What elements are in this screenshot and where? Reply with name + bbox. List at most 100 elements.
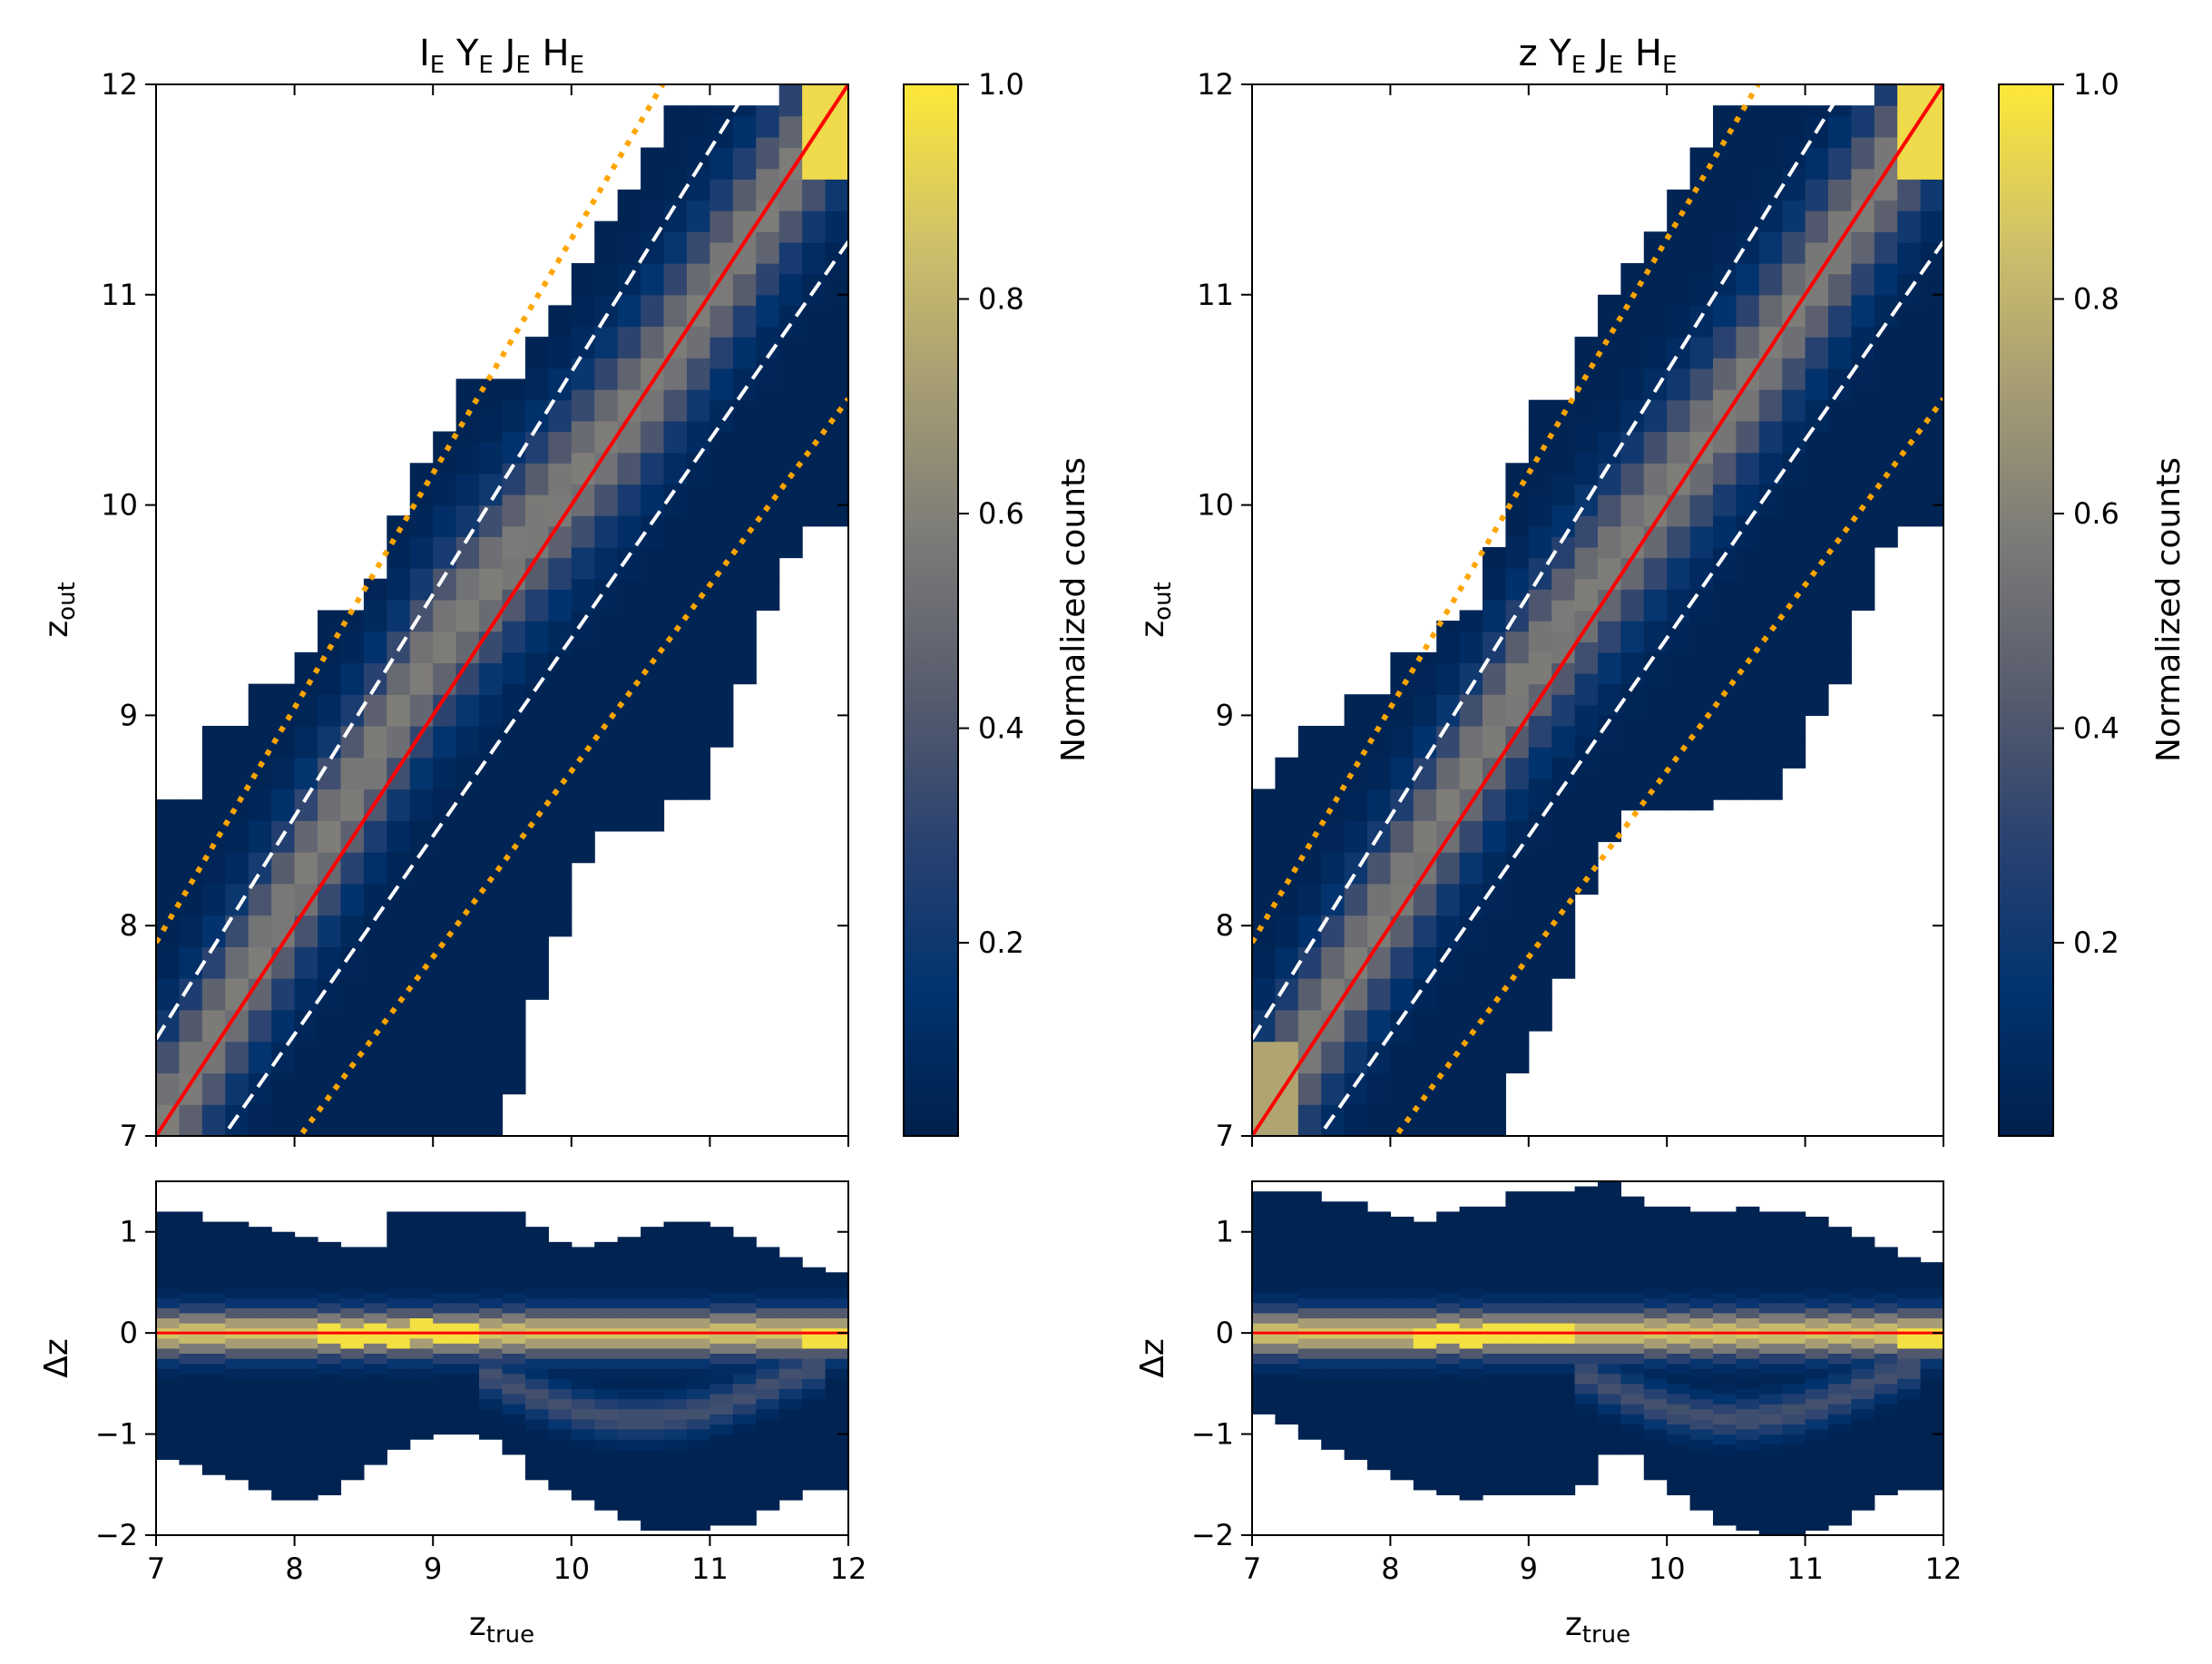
right-bottom-heat-cell: [1736, 1388, 1760, 1400]
left-bottom-heat-cell: [571, 1297, 595, 1308]
right-top-heat-cell: [1551, 915, 1576, 947]
left-top-heat-cell: [732, 147, 757, 180]
right-top-heat-cell: [1505, 852, 1530, 885]
right-bottom-heat-cell: [1367, 1347, 1391, 1359]
right-bottom-heat-cell: [1483, 1383, 1506, 1395]
left-bottom-heat-cell: [663, 1378, 688, 1390]
left-top-heat-cell: [294, 852, 318, 885]
left-top-heat-cell: [756, 546, 780, 580]
right-bottom-heat-cell: [1598, 1383, 1621, 1395]
left-bottom-heat-cell: [409, 1257, 434, 1268]
left-top-heat-cell: [225, 978, 250, 1011]
right-bottom-heat-cell: [1459, 1489, 1483, 1501]
right-bottom-heat-cell: [1574, 1302, 1599, 1314]
left-bottom-heat-cell: [479, 1247, 504, 1258]
left-bottom-heat-cell: [802, 1408, 827, 1420]
left-bottom-heat-cell: [387, 1277, 411, 1288]
right-bottom-heat-cell: [1851, 1398, 1875, 1410]
left-top-heat-cell: [571, 641, 595, 674]
left-bottom-heat-cell: [433, 1394, 457, 1405]
left-top-heat-cell: [524, 494, 549, 527]
left-top-heat-cell: [641, 420, 665, 454]
left-bottom-heat-cell: [617, 1398, 641, 1410]
left-bottom-heat-cell: [641, 1307, 665, 1319]
left-bottom-heat-cell: [201, 1363, 226, 1375]
left-bottom-heat-cell: [340, 1287, 365, 1298]
right-bottom-heat-cell: [1620, 1302, 1645, 1314]
right-bottom-heat-cell: [1805, 1267, 1829, 1278]
left-bottom-heat-cell: [825, 1408, 848, 1420]
right-bottom-heat-cell: [1758, 1373, 1783, 1385]
right-top-heat-cell: [1620, 715, 1645, 748]
left-bottom-heat-cell: [225, 1439, 250, 1450]
right-bottom-heat-cell: [1874, 1323, 1898, 1334]
right-bottom-heat-cell: [1505, 1241, 1530, 1253]
right-top-heat-cell: [1252, 820, 1276, 853]
right-bottom-heat-cell: [1736, 1297, 1760, 1308]
right-bottom-heat-cell: [1574, 1292, 1599, 1304]
left-bottom-heat-cell: [318, 1353, 342, 1365]
right-top-heat-cell: [1667, 431, 1691, 464]
left-bottom-heat-cell: [686, 1398, 710, 1410]
left-bottom-heat-cell: [686, 1277, 710, 1288]
right-bottom-heat-cell: [1574, 1383, 1599, 1395]
left-bottom-heat-cell: [479, 1211, 504, 1218]
right-bottom-heat-cell: [1897, 1459, 1922, 1471]
left-top-heat-cell: [548, 367, 573, 401]
right-top-heat-cell: [1459, 820, 1483, 853]
right-bottom-heat-cell: [1713, 1231, 1737, 1243]
right-bottom-heat-cell: [1689, 1337, 1714, 1349]
left-one-to-one-line: [156, 84, 848, 1136]
right-top-heat-cell: [1713, 200, 1737, 232]
right-top-heat-cell: [1367, 1072, 1391, 1105]
left-bottom-heat-cell: [340, 1358, 365, 1369]
right-bottom-heat-cell: [1390, 1388, 1414, 1400]
right-top-heat-cell: [1483, 546, 1506, 569]
left-top-heat-cell: [502, 1031, 526, 1063]
right-top-heat-cell: [1459, 1104, 1483, 1136]
right-bottom-heat-cell: [1736, 1217, 1760, 1228]
right-bottom-heat-cell: [1528, 1272, 1552, 1284]
left-top-heat-cell: [156, 883, 181, 916]
right-top-heat-cell: [1736, 231, 1760, 264]
right-top-heat-cell: [1736, 578, 1760, 612]
left-bottom-heat-cell: [571, 1469, 595, 1481]
right-title-sub-3: E: [1662, 52, 1677, 79]
left-top-heat-cell: [617, 673, 641, 706]
left-bottom-heat-cell: [225, 1358, 250, 1369]
left-bottom-heat-cell: [502, 1343, 526, 1355]
right-top-heat-cell: [1528, 747, 1552, 779]
right-bottom-heat-cell: [1551, 1464, 1576, 1475]
left-bottom-heat-cell: [271, 1231, 296, 1238]
left-bottom-heat-cell: [594, 1388, 619, 1400]
right-bottom-heat-cell: [1528, 1353, 1552, 1365]
right-bottom-heat-cell: [1413, 1358, 1437, 1369]
right-bottom-heat-cell: [1483, 1343, 1506, 1355]
left-bottom-heat-cell: [778, 1439, 803, 1450]
left-bottom-heat-cell: [663, 1479, 688, 1491]
right-bottom-xtick-label: 9: [1520, 1551, 1538, 1586]
left-top-heat-cell: [524, 873, 549, 905]
left-bottom-heat-cell: [710, 1241, 734, 1253]
left-bottom-heat-cell: [778, 1257, 803, 1268]
left-bottom-heat-cell: [710, 1333, 734, 1344]
right-bottom-heat-cell: [1758, 1504, 1783, 1516]
right-bottom-heat-cell: [1713, 1474, 1737, 1485]
right-bottom-heat-cell: [1413, 1449, 1437, 1461]
left-bottom-heat-cell: [825, 1479, 848, 1491]
left-top-heat-cell: [663, 105, 688, 138]
left-bottom-heat-cell: [548, 1378, 573, 1390]
right-bottom-heat-cell: [1897, 1418, 1922, 1430]
left-bottom-heat-cell: [156, 1317, 181, 1329]
right-top-heat-cell: [1390, 694, 1414, 727]
left-bottom-heat-cell: [248, 1287, 272, 1298]
left-bottom-heat-cell: [825, 1337, 848, 1349]
left-bottom-xtick-label: 12: [830, 1551, 867, 1586]
left-top-heat-cell: [548, 463, 573, 495]
right-bottom-heat-cell: [1782, 1252, 1806, 1263]
right-bottom-heat-cell: [1413, 1227, 1437, 1238]
left-bottom-heat-cell: [387, 1287, 411, 1298]
right-bottom-heat-cell: [1758, 1282, 1783, 1294]
right-bottom-heat-cell: [1390, 1217, 1414, 1228]
